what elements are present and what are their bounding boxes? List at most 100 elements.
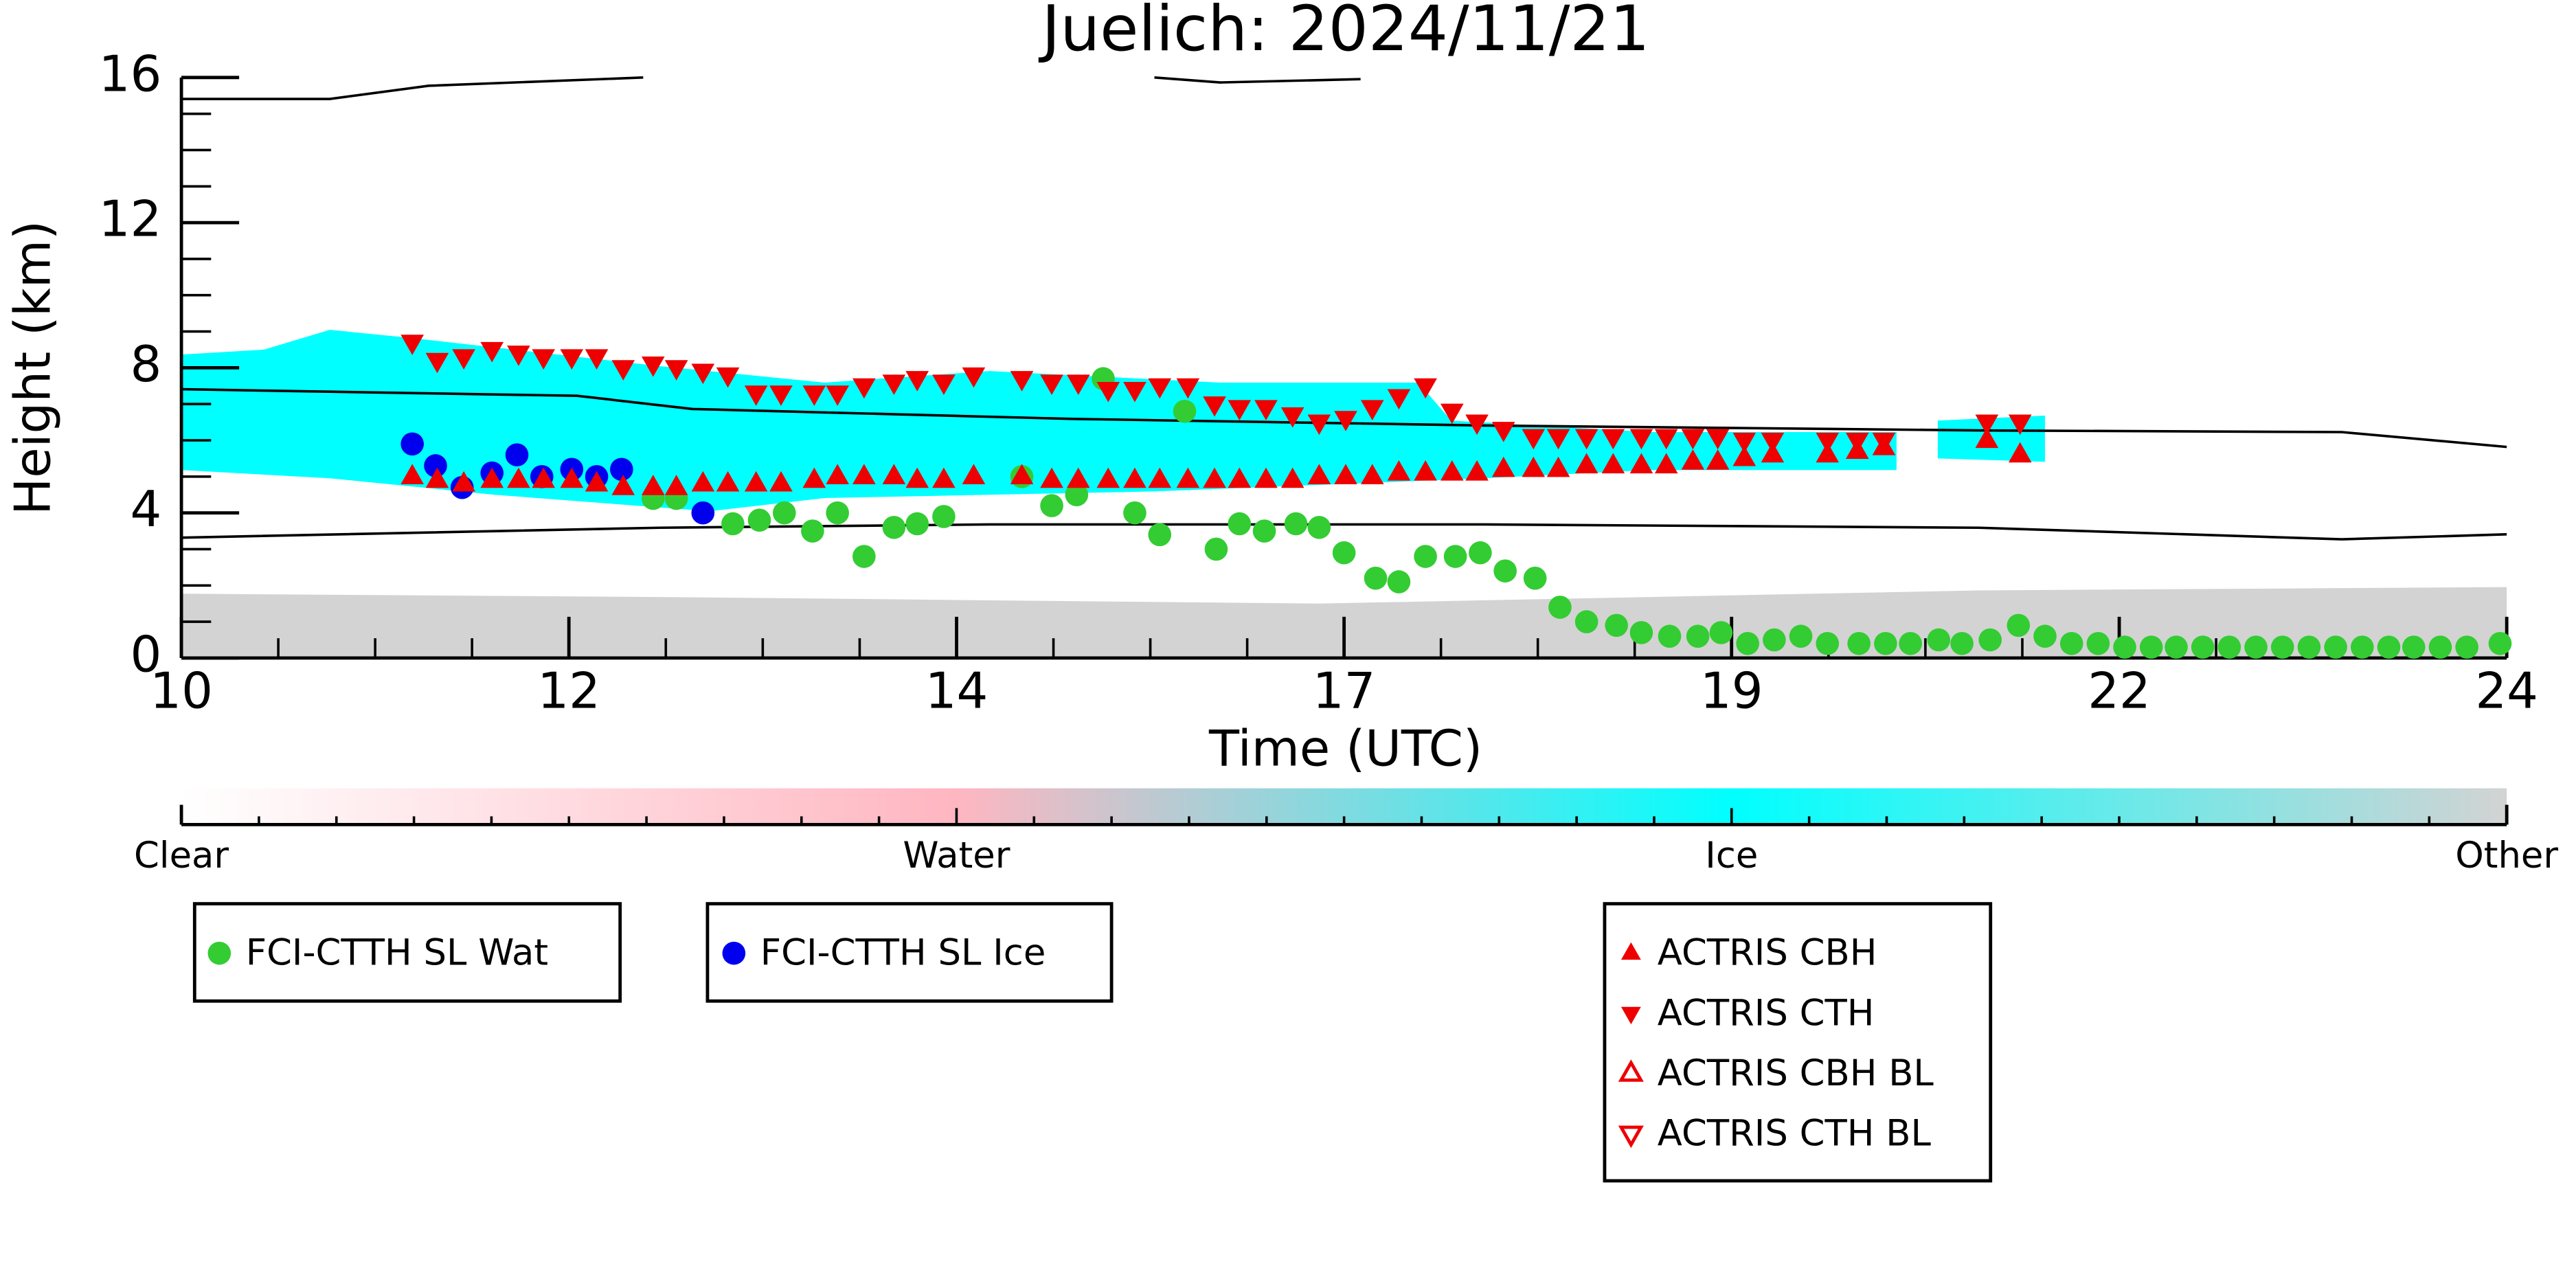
data-point [1440, 460, 1464, 481]
chart-title: Juelich: 2024/11/21 [1039, 0, 1650, 65]
y-axis-label: Height (km) [3, 221, 61, 515]
data-point [1761, 432, 1785, 453]
data-point [507, 346, 530, 366]
data-point [611, 475, 635, 495]
data-point [802, 467, 826, 488]
data-point [1548, 596, 1572, 619]
data-point [1605, 613, 1628, 637]
data-point [772, 501, 796, 525]
data-point [852, 378, 876, 399]
data-point [1629, 453, 1653, 474]
data-point [1686, 624, 1710, 648]
data-point [1203, 467, 1226, 488]
data-point [826, 385, 849, 406]
data-point [532, 467, 555, 488]
legend-marker [1620, 1006, 1641, 1025]
data-point [507, 467, 530, 488]
data-point [962, 367, 986, 388]
x-tick-label: 10 [150, 662, 213, 719]
data-point [1096, 381, 1120, 403]
data-point [452, 349, 475, 370]
legend-box [192, 902, 622, 1003]
data-point [1681, 429, 1705, 450]
data-point [1010, 464, 1034, 484]
data-point [1096, 467, 1120, 488]
data-point [610, 457, 633, 482]
data-point [2217, 635, 2241, 659]
data-point [1066, 374, 1090, 395]
data-point [2455, 635, 2478, 659]
data-point [2270, 635, 2294, 659]
data-point [1123, 501, 1146, 525]
y-tick-label: 8 [130, 335, 161, 393]
data-point [1148, 378, 1172, 399]
data-point [1601, 429, 1625, 450]
data-point [721, 512, 745, 536]
data-point [2324, 635, 2347, 659]
data-point [1252, 519, 1276, 543]
data-point [1280, 407, 1304, 428]
data-point [1123, 467, 1146, 488]
data-point [1789, 624, 1813, 648]
data-point [532, 349, 555, 370]
x-tick-label: 17 [1313, 662, 1376, 719]
data-point [1629, 429, 1653, 450]
data-point [932, 505, 956, 528]
data-point [2244, 635, 2268, 659]
data-point [1709, 621, 1733, 644]
data-point [1872, 432, 1896, 453]
data-point [1816, 432, 1840, 453]
data-point [1360, 464, 1384, 484]
y-tick-label: 12 [99, 190, 162, 248]
data-point [1491, 422, 1515, 442]
data-point [1280, 467, 1304, 488]
data-point [1334, 411, 1357, 431]
data-point [425, 467, 449, 488]
data-point [1148, 523, 1172, 547]
data-point [1203, 396, 1226, 417]
data-point [744, 385, 768, 406]
data-point [1927, 628, 1951, 652]
data-point [1332, 541, 1356, 565]
data-point [1065, 483, 1089, 507]
data-point [905, 371, 929, 392]
data-point [1950, 631, 1974, 655]
data-point [1443, 545, 1467, 568]
data-point [1706, 429, 1730, 450]
colorbar-label: Clear [134, 835, 229, 877]
data-point [2113, 635, 2136, 659]
data-point [400, 432, 424, 456]
data-point [1066, 467, 1090, 488]
data-point [452, 471, 475, 492]
data-point [905, 512, 929, 536]
data-point [1228, 400, 1252, 420]
data-point [1010, 371, 1034, 392]
data-point [1440, 403, 1464, 425]
data-point [962, 464, 986, 484]
data-point [882, 374, 906, 395]
data-point [1469, 541, 1492, 565]
data-point [826, 501, 849, 525]
data-point [2428, 635, 2452, 659]
data-point [2139, 635, 2163, 659]
data-point [2008, 414, 2032, 436]
data-point [2007, 613, 2031, 637]
data-point [1732, 445, 1756, 466]
data-point [2059, 631, 2083, 655]
reference-line [181, 76, 644, 100]
data-point [691, 363, 715, 385]
data-point [1228, 467, 1252, 488]
data-point [747, 508, 771, 532]
y-tick-label: 0 [130, 625, 161, 683]
data-point [1307, 464, 1331, 484]
data-point [826, 464, 849, 484]
data-point [641, 356, 665, 377]
data-point [664, 360, 688, 381]
data-point [2165, 635, 2188, 659]
data-point [1491, 456, 1515, 477]
data-point [1204, 537, 1228, 561]
data-point [560, 467, 584, 488]
data-point [882, 464, 906, 484]
data-point [2297, 635, 2321, 659]
data-point [1465, 414, 1489, 436]
